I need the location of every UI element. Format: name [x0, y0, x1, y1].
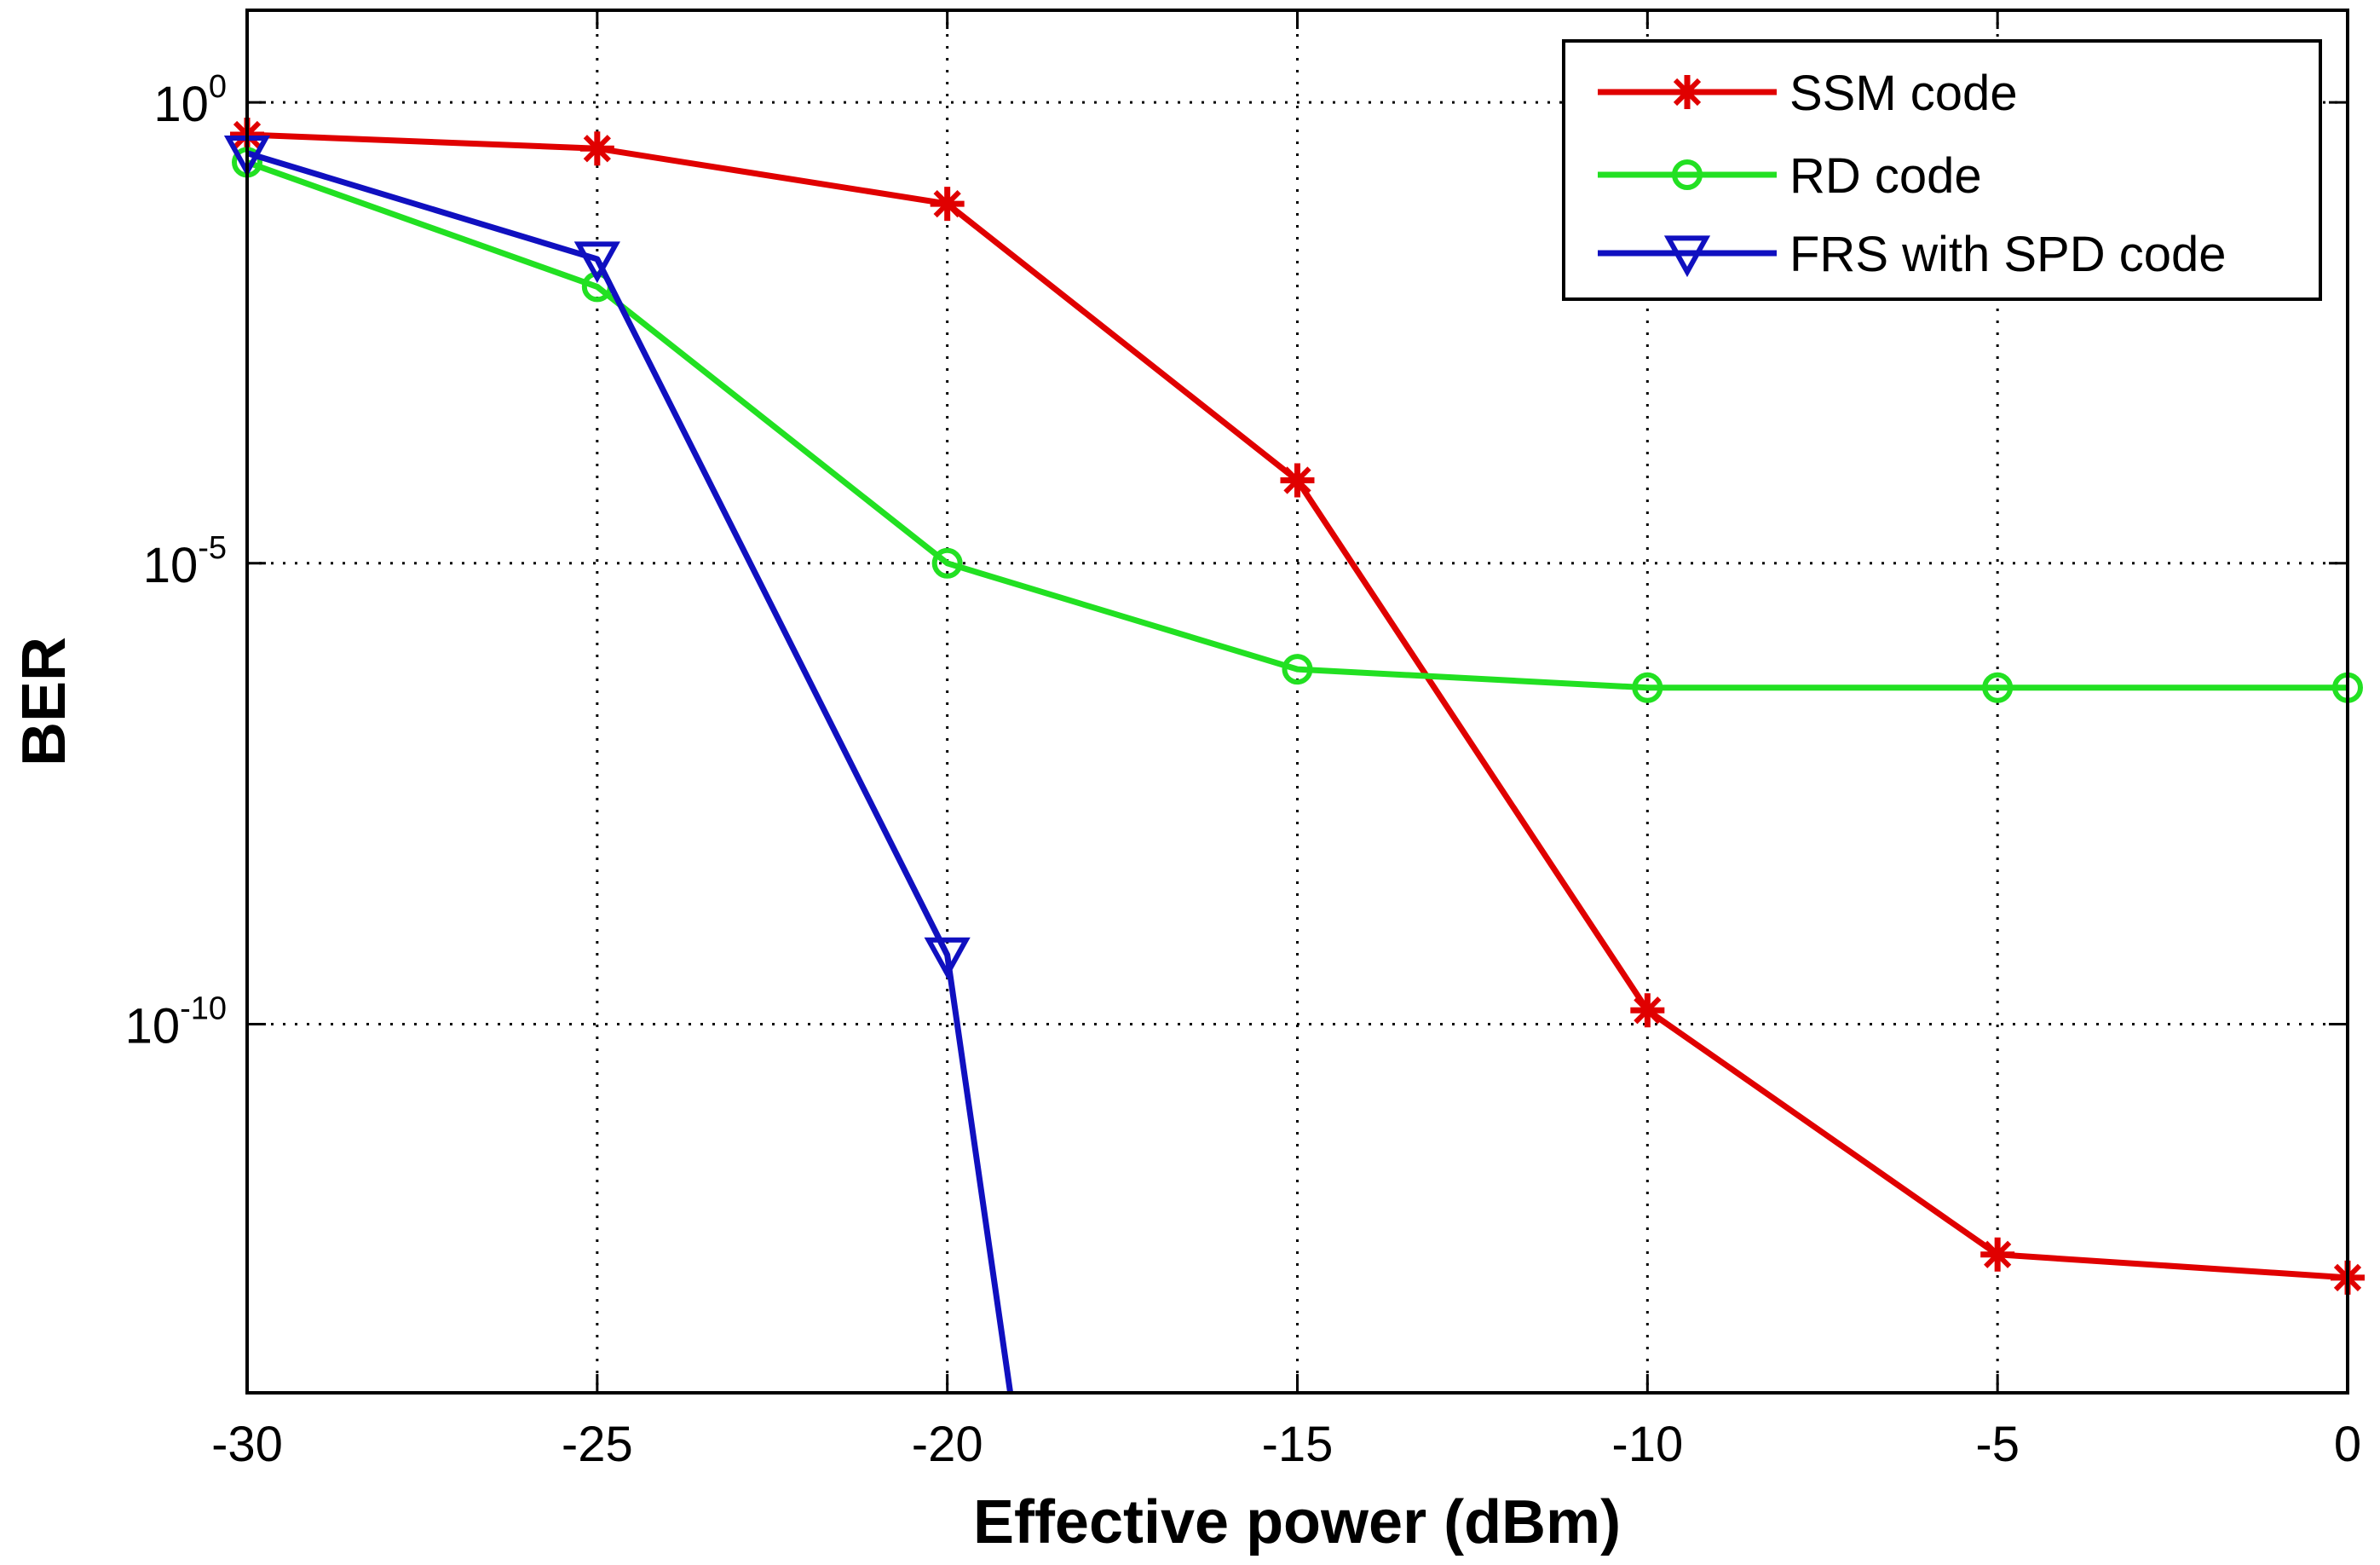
y-tick-exponent: 0 — [209, 69, 227, 105]
series-layer — [223, 117, 2365, 1394]
ssm-code-point — [1280, 463, 1315, 498]
series-ssm-code — [230, 117, 2365, 1295]
legend-item-ssm-code: SSM code — [1598, 66, 2018, 121]
x-tick-label: -30 — [211, 1417, 283, 1472]
legend-marker — [1670, 75, 1704, 109]
x-tick-label: -20 — [912, 1417, 983, 1472]
ssm-code-point — [1980, 1237, 2015, 1272]
legend-label: FRS with SPD code — [1789, 227, 2227, 282]
legend-marker — [1663, 235, 1711, 278]
rd-code-point — [1982, 672, 2014, 703]
x-tick-label: -10 — [1611, 1417, 1683, 1472]
ssm-code-point — [1630, 993, 1665, 1028]
frs-with-spd-code-line — [245, 150, 1014, 1394]
y-tick-label: 10-5 — [143, 530, 227, 593]
rd-code-point — [1632, 672, 1663, 703]
rd-code-point — [931, 547, 963, 579]
legend-marker — [1672, 159, 1703, 190]
x-tick-label: -25 — [562, 1417, 633, 1472]
legend-label: SSM code — [1789, 66, 2018, 121]
legend-item-rd-code: RD code — [1598, 148, 1982, 204]
frs-with-spd-code-point — [573, 241, 620, 284]
x-axis-title: Effective power (dBm) — [973, 1488, 1621, 1556]
x-tick-label: -5 — [1975, 1417, 2020, 1472]
frs-with-spd-code-point — [924, 937, 971, 979]
x-tick-label: -15 — [1262, 1417, 1334, 1472]
grid — [247, 10, 2348, 1393]
plot-frame — [245, 9, 2349, 1395]
ssm-code-point — [930, 187, 965, 222]
x-tick-label: 0 — [2334, 1417, 2361, 1472]
y-tick-base: 10 — [125, 998, 181, 1054]
rd-code-line — [245, 159, 2348, 691]
legend-item-frs-with-spd-code: FRS with SPD code — [1598, 227, 2227, 282]
rd-code-point — [1282, 654, 1313, 685]
y-tick-base: 10 — [153, 77, 209, 132]
ssm-code-point — [579, 131, 614, 166]
y-tick-label: 10-10 — [125, 990, 227, 1054]
y-tick-exponent: -5 — [198, 530, 227, 566]
legend: SSM code RD code FRS with SPD code — [1562, 39, 2322, 301]
legend-label: RD code — [1789, 148, 1982, 204]
y-tick-exponent: -10 — [180, 990, 227, 1026]
y-axis-title: BER — [10, 637, 78, 766]
y-tick-base: 10 — [143, 538, 199, 593]
y-tick-label: 100 — [153, 69, 227, 132]
